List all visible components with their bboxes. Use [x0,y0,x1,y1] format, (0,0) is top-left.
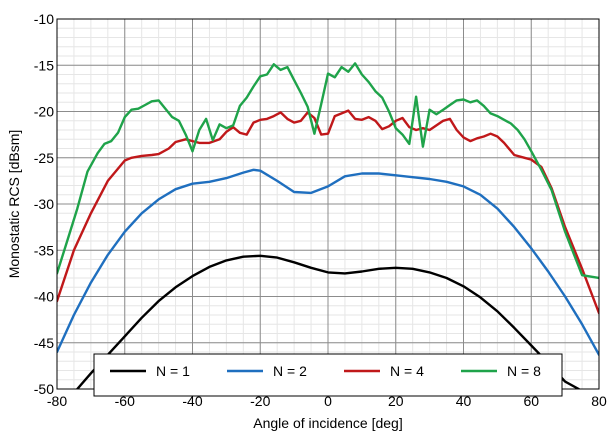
x-tick-label: 0 [324,393,332,409]
legend-label-3: N = 4 [390,363,424,379]
x-tick-label: -40 [182,393,202,409]
chart-legend: N = 1 N = 2 N = 4 N = 8 [93,353,563,397]
y-axis-label: Monostatic RCS [dBsm] [6,130,22,279]
series-line-2 [57,168,599,356]
y-tick-label: -35 [34,242,54,258]
x-tick-label: -80 [47,393,67,409]
y-tick-label: -30 [34,196,54,212]
y-tick-label: -40 [34,289,54,305]
tick-layer: -80 -60 -40 -20 0 20 40 60 80 -10 -15 -20 -25 -30 -35 -… [34,11,607,409]
legend-label-2: N = 2 [273,363,307,379]
x-tick-label: 80 [591,393,607,409]
x-axis-label: Angle of incidence [deg] [253,415,402,431]
y-tick-label: -50 [34,381,54,397]
series-line-1 [76,254,580,389]
legend-label-1: N = 1 [156,363,190,379]
x-tick-label: 20 [388,393,404,409]
series-line-4 [57,62,599,280]
y-tick-label: -15 [34,57,54,73]
x-tick-label: 60 [523,393,539,409]
x-tick-label: 40 [456,393,472,409]
series-line-3 [57,109,599,315]
y-tick-label: -25 [34,150,54,166]
x-tick-label: -20 [250,393,270,409]
x-tick-label: -60 [115,393,135,409]
series-layer [57,62,599,389]
y-tick-label: -10 [34,11,54,27]
legend-label-4: N = 8 [507,363,541,379]
y-tick-label: -20 [34,104,54,120]
legend-box [93,353,563,397]
y-tick-label: -45 [34,335,54,351]
